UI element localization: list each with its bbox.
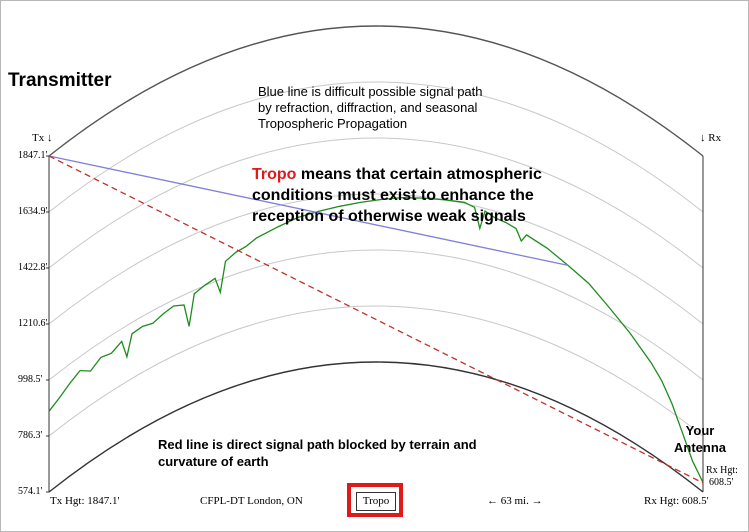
refraction-grid-arcs [48, 81, 704, 437]
tropo-text: means that certain atmospheric [296, 166, 542, 183]
y-tick-label: 1422.8' [18, 262, 48, 273]
y-tick-label: 1210.6' [18, 318, 48, 329]
red-line-text: curvature of earth [158, 454, 269, 469]
blue-line-text: by refraction, diffraction, and seasonal [258, 100, 478, 115]
rx-height-text: 608.5' [709, 477, 734, 488]
transmitter-label: Transmitter [8, 70, 112, 91]
tx-marker: Tx ↓ [32, 132, 53, 144]
tx-height-footer: Tx Hgt: 1847.1' [50, 495, 120, 507]
rx-marker: ↓ Rx [700, 132, 722, 144]
station-name: CFPL-DT London, ON [200, 495, 303, 507]
red-line-annotation: Red line is direct signal path blocked b… [158, 436, 477, 470]
blue-line-annotation: Blue line is difficult possible signal p… [258, 84, 483, 132]
y-tick-label: 1847.1' [18, 150, 48, 161]
blue-line-text: Blue line is difficult possible signal p… [258, 84, 483, 99]
distance-label: ← 63 mi. → [487, 495, 543, 507]
your-antenna-text: Antenna [674, 440, 726, 455]
tropo-word: Tropo [252, 166, 297, 183]
blue-line-text: Tropospheric Propagation [258, 116, 408, 131]
tropo-button-highlight [347, 483, 403, 517]
y-tick-label: 574.1' [18, 486, 43, 497]
your-antenna-label: Your Antenna [674, 422, 726, 456]
top-arc [48, 25, 704, 157]
terrain-profile-line [48, 196, 704, 483]
y-axis-tick-marks [46, 155, 49, 493]
rx-height-footer: Rx Hgt: 608.5' [644, 495, 709, 507]
tropo-text: reception of otherwise weak signals [252, 208, 526, 225]
red-direct-path [48, 155, 704, 484]
grid-arc [48, 137, 704, 269]
tropo-button[interactable]: Tropo [356, 492, 396, 511]
y-tick-label: 998.5' [18, 374, 43, 385]
y-tick-label: 786.3' [18, 430, 43, 441]
rx-height-text: Rx Hgt: [706, 465, 738, 476]
rx-height-label: Rx Hgt: 608.5' [706, 465, 738, 489]
tropo-annotation: Tropo means that certain atmospheric con… [252, 164, 542, 227]
y-tick-label: 1634.9' [18, 206, 48, 217]
blue-refraction-path [48, 155, 569, 267]
grid-arc [48, 249, 704, 381]
tropo-text: conditions must exist to enhance the [252, 187, 534, 204]
earth-curvature-curve [48, 361, 704, 493]
grid-arc [48, 193, 704, 325]
your-antenna-text: Your [685, 423, 715, 438]
grid-arc [48, 305, 704, 437]
red-line-text: Red line is direct signal path blocked b… [158, 437, 477, 452]
grid-arc [48, 81, 704, 213]
